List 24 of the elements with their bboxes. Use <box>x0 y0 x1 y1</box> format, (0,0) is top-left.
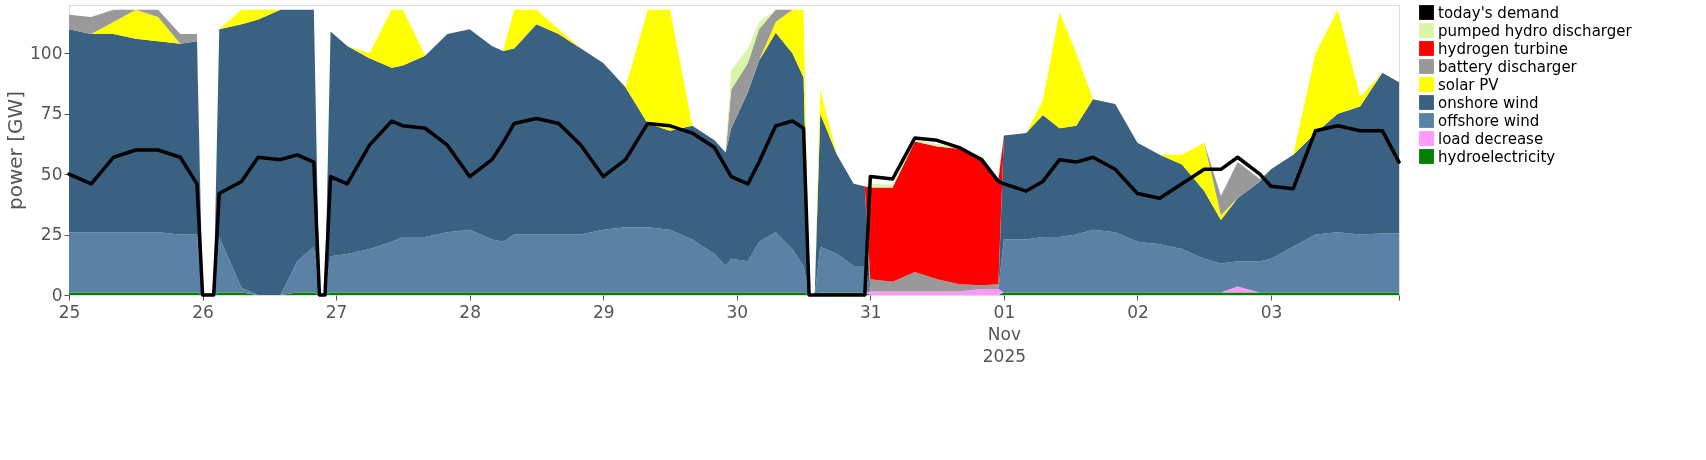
legend-label: pumped hydro discharger <box>1438 21 1633 40</box>
legend-label: solar PV <box>1438 75 1500 94</box>
y-tick-label: 75 <box>40 103 63 124</box>
x-tick-label: 30 <box>726 301 749 322</box>
x-tick-label: 27 <box>325 301 348 322</box>
x-tick-label: 29 <box>592 301 615 322</box>
y-tick-label: 50 <box>40 163 63 184</box>
x-tick-label: 03 <box>1260 301 1283 322</box>
legend-label: hydroelectricity <box>1438 147 1556 166</box>
x-tick-label: 02 <box>1127 301 1149 322</box>
legend-label: onshore wind <box>1438 93 1539 112</box>
line-series <box>67 116 1401 297</box>
legend-label: battery discharger <box>1438 57 1578 76</box>
y-tick-label: 25 <box>40 224 63 245</box>
legend-label: offshore wind <box>1438 111 1540 130</box>
x-tick-label: 31 <box>860 301 882 322</box>
y-axis-title: power [GW] <box>3 90 28 211</box>
legend-label: load decrease <box>1438 129 1544 148</box>
legend-label: today's demand <box>1438 3 1559 22</box>
legend-label: hydrogen turbine <box>1438 39 1568 58</box>
x-tick-label: 28 <box>459 301 481 322</box>
x-tick-label: 01 Nov 2025 <box>982 301 1027 366</box>
y-tick-label: 100 <box>30 42 63 63</box>
x-tick-label: 26 <box>192 301 214 322</box>
